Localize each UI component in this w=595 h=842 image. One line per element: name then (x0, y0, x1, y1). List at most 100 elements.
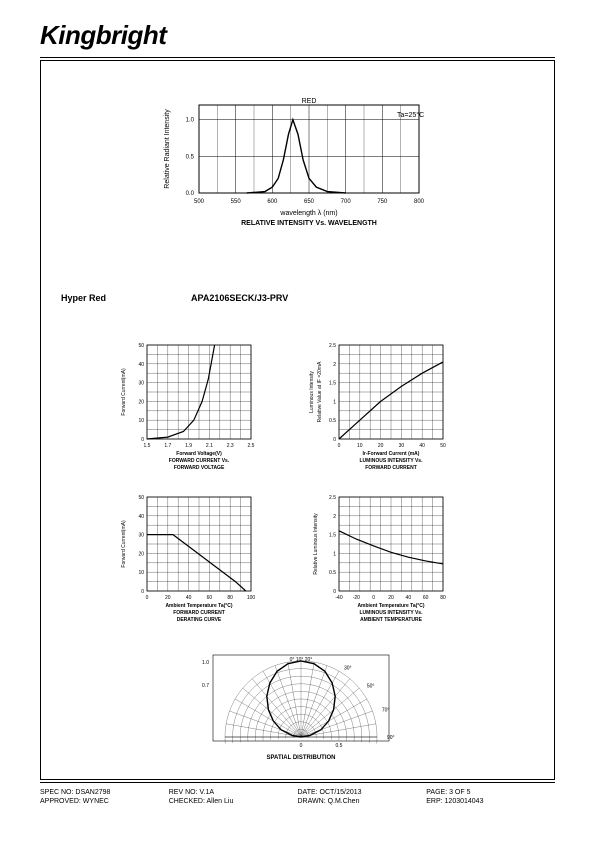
svg-text:0: 0 (146, 595, 149, 601)
iv-chart: 1.51.71.92.12.32.501020304050Forward Vol… (109, 339, 279, 479)
svg-text:RELATIVE INTENSITY Vs. WAVELEN: RELATIVE INTENSITY Vs. WAVELENGTH (241, 220, 377, 227)
svg-text:Luminous Intensity: Luminous Intensity (309, 371, 315, 413)
svg-text:1.0: 1.0 (202, 660, 209, 666)
svg-text:30: 30 (138, 533, 144, 539)
svg-text:60: 60 (423, 595, 429, 601)
header-rule (40, 57, 555, 58)
svg-text:1.5: 1.5 (329, 381, 336, 387)
svg-text:10: 10 (138, 570, 144, 576)
svg-text:650: 650 (304, 199, 315, 205)
svg-text:FORWARD CURRENT Vs.: FORWARD CURRENT Vs. (169, 458, 230, 464)
svg-text:50: 50 (138, 495, 144, 501)
svg-text:80: 80 (440, 595, 446, 601)
svg-text:Forward Voltage(V): Forward Voltage(V) (176, 451, 222, 457)
svg-text:FORWARD CURRENT: FORWARD CURRENT (173, 610, 225, 616)
svg-text:20: 20 (138, 551, 144, 557)
svg-text:50: 50 (440, 443, 446, 449)
svg-text:0.5: 0.5 (336, 743, 343, 749)
svg-text:DERATING CURVE: DERATING CURVE (177, 617, 222, 623)
svg-text:2: 2 (333, 362, 336, 368)
color-name: Hyper Red (61, 293, 106, 303)
svg-text:0.0: 0.0 (186, 191, 195, 197)
drawn: DRAWN: Q.M.Chen (298, 798, 427, 805)
content-frame: 5005506006507007508000.00.51.0REDTa=25°C… (40, 60, 555, 780)
svg-text:0: 0 (333, 589, 336, 595)
svg-text:70°: 70° (382, 708, 390, 714)
svg-text:40: 40 (138, 362, 144, 368)
svg-text:90°: 90° (387, 735, 395, 741)
svg-text:50: 50 (138, 343, 144, 349)
svg-text:2.5: 2.5 (248, 443, 255, 449)
svg-text:1.5: 1.5 (144, 443, 151, 449)
svg-text:20: 20 (378, 443, 384, 449)
spec-no: SPEC NO: DSAN2798 (40, 789, 169, 796)
svg-text:0° 10° 20°: 0° 10° 20° (290, 657, 313, 663)
rev-no: REV NO: V.1A (169, 789, 298, 796)
svg-text:Ambient Temperature Ta(°C): Ambient Temperature Ta(°C) (165, 603, 232, 609)
svg-text:800: 800 (414, 199, 425, 205)
svg-text:0: 0 (333, 437, 336, 443)
svg-text:0: 0 (338, 443, 341, 449)
approved: APPROVED: WYNEC (40, 798, 169, 805)
luminous-vs-temp-chart: -40 -20 0 20 40 60 80 0 0.5 1 1.5 2 2.5 Ambient Tempe… (301, 491, 471, 631)
svg-text:40: 40 (186, 595, 192, 601)
svg-text:FORWARD CURRENT: FORWARD CURRENT (365, 465, 417, 471)
svg-text:10: 10 (138, 418, 144, 424)
svg-text:2: 2 (333, 514, 336, 520)
brand-logo: Kingbright (40, 20, 555, 51)
svg-text:FORWARD VOLTAGE: FORWARD VOLTAGE (174, 465, 225, 471)
svg-text:40: 40 (419, 443, 425, 449)
svg-text:80: 80 (227, 595, 233, 601)
svg-text:550: 550 (231, 199, 242, 205)
svg-text:10: 10 (357, 443, 363, 449)
wavelength-chart: 5005506006507007508000.00.51.0REDTa=25°C… (141, 93, 441, 243)
svg-text:Forward Current(mA): Forward Current(mA) (121, 520, 127, 568)
svg-text:20: 20 (388, 595, 394, 601)
svg-text:-20: -20 (353, 595, 360, 601)
svg-text:40: 40 (406, 595, 412, 601)
svg-text:0: 0 (141, 437, 144, 443)
date: DATE: OCT/15/2013 (298, 789, 427, 796)
svg-text:LUMINOUS INTENSITY Vs.: LUMINOUS INTENSITY Vs. (360, 458, 424, 464)
svg-text:20: 20 (165, 595, 171, 601)
footer-rule (40, 782, 555, 783)
svg-text:0.5: 0.5 (186, 154, 195, 160)
svg-text:Relative Value at IF =20mA: Relative Value at IF =20mA (317, 361, 323, 422)
svg-text:Ir-Forward Current (mA): Ir-Forward Current (mA) (363, 451, 420, 457)
checked: CHECKED: Allen Liu (169, 798, 298, 805)
derating-chart: 02040608010001020304050Ambient Temperatu… (109, 491, 279, 631)
svg-text:Ta=25°C: Ta=25°C (397, 111, 424, 119)
erp: ERP: 1203014043 (426, 798, 555, 805)
svg-text:500: 500 (194, 199, 205, 205)
svg-text:1: 1 (333, 551, 336, 557)
svg-text:40: 40 (138, 514, 144, 520)
svg-text:1.0: 1.0 (186, 118, 195, 124)
svg-text:20: 20 (138, 399, 144, 405)
part-number: APA2106SECK/J3-PRV (191, 293, 288, 303)
luminous-vs-current-chart: 0102030405000.511.522.5Ir-Forward Curren… (301, 339, 471, 479)
page-no: PAGE: 3 OF 5 (426, 789, 555, 796)
svg-text:0: 0 (141, 589, 144, 595)
svg-text:-40: -40 (335, 595, 342, 601)
svg-text:0: 0 (372, 595, 375, 601)
svg-text:2.5: 2.5 (329, 495, 336, 501)
svg-text:Relative Luminous Intensity: Relative Luminous Intensity (313, 513, 319, 575)
svg-text:wavelength λ (nm): wavelength λ (nm) (279, 210, 337, 217)
svg-text:2.5: 2.5 (329, 343, 336, 349)
polar-chart: 0° 10° 20°30°50°70°90°1.00.700.5SPATIAL … (191, 637, 411, 767)
svg-text:0.7: 0.7 (202, 683, 209, 689)
svg-text:AMBIENT TEMPERATURE: AMBIENT TEMPERATURE (360, 617, 423, 623)
svg-text:2.3: 2.3 (227, 443, 234, 449)
svg-text:0.5: 0.5 (329, 418, 336, 424)
svg-text:1: 1 (333, 399, 336, 405)
svg-text:1.9: 1.9 (185, 443, 192, 449)
svg-text:LUMINOUS INTENSITY Vs.: LUMINOUS INTENSITY Vs. (360, 610, 424, 616)
footer-grid: SPEC NO: DSAN2798 REV NO: V.1A DATE: OCT… (40, 789, 555, 805)
svg-text:1.5: 1.5 (329, 533, 336, 539)
svg-text:0.5: 0.5 (329, 570, 336, 576)
svg-text:RED: RED (302, 98, 317, 105)
svg-text:2.1: 2.1 (206, 443, 213, 449)
svg-text:Ambient Temperature Ta(°C): Ambient Temperature Ta(°C) (357, 603, 424, 609)
svg-text:50°: 50° (367, 684, 375, 690)
svg-text:30°: 30° (344, 666, 352, 672)
